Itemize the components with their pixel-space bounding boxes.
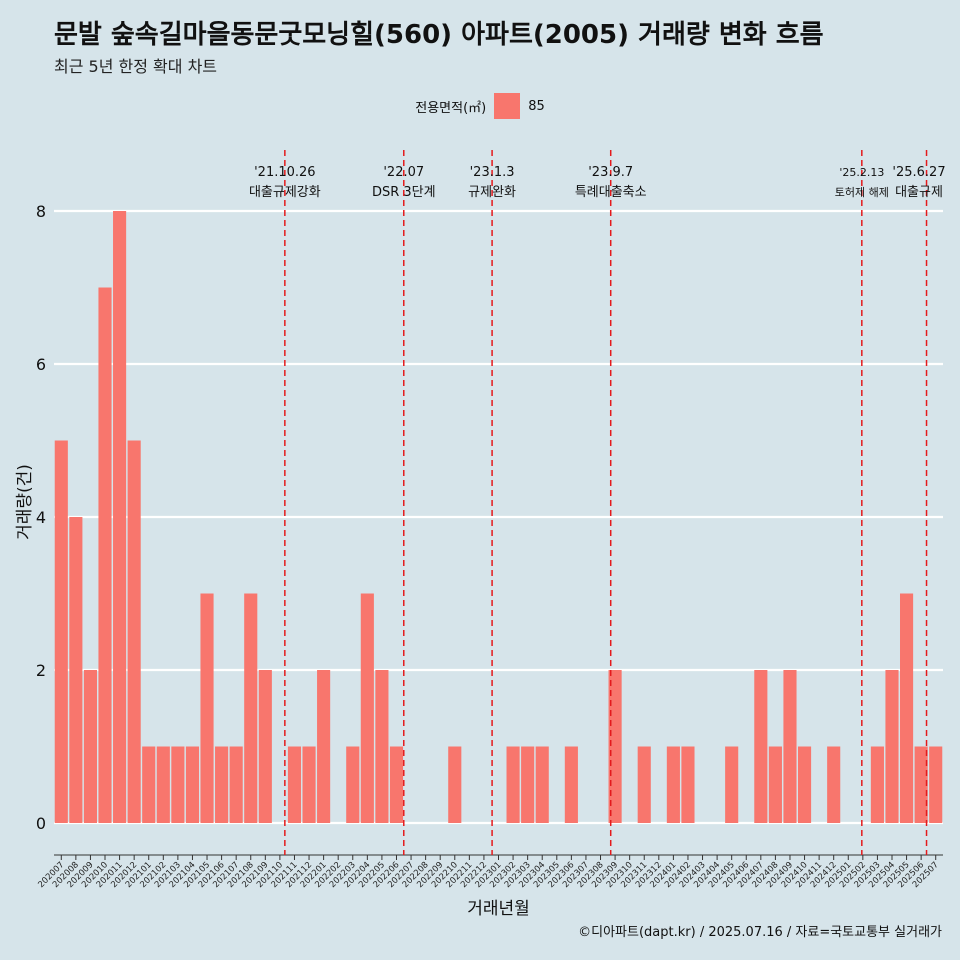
event-name-label: 대출규제 (895, 185, 943, 200)
y-tick-label: 8 (36, 202, 46, 221)
event-name-label: 규제완화 (468, 185, 516, 200)
y-axis-title: 거래량(건) (15, 464, 35, 540)
chart-title: 문발 숲속길마을동문굿모닝힐(560) 아파트(2005) 거래량 변화 흐름 (54, 20, 824, 50)
bar-202302 (506, 746, 520, 823)
bar-202303 (521, 746, 535, 823)
bar-202008 (69, 517, 83, 823)
bar-202402 (681, 746, 695, 823)
y-tick-label: 4 (36, 508, 46, 527)
bar-202304 (535, 746, 549, 823)
y-tick-label: 2 (36, 661, 46, 680)
chart-subtitle: 최근 5년 한정 확대 차트 (54, 57, 218, 76)
bar-202410 (797, 746, 812, 823)
event-name-label: 특례대출축소 (575, 185, 647, 200)
bar-202507 (929, 746, 943, 823)
bar-202011 (113, 211, 127, 823)
event-date-label: '25.2.13 (839, 166, 884, 179)
y-tick-label: 6 (36, 355, 46, 374)
bar-202311 (637, 746, 651, 823)
event-date-label: '23.9.7 (588, 165, 633, 180)
legend-key-85 (494, 93, 521, 119)
bar-202106 (215, 746, 229, 823)
bar-202306 (564, 746, 578, 823)
bar-202108 (244, 593, 258, 823)
event-date-label: '21.10.26 (254, 165, 315, 180)
event-name-label: 토허제 해제 (835, 185, 889, 199)
bar-202412 (827, 746, 841, 823)
event-date-label: '23.1.3 (470, 165, 515, 180)
bar-202506 (914, 746, 928, 823)
bar-202109 (258, 670, 272, 823)
bar-202107 (229, 746, 243, 823)
bar-202408 (768, 746, 782, 823)
legend-entry-85: 85 (528, 98, 545, 114)
bar-202409 (783, 670, 797, 823)
legend-title: 전용면적(㎡) (415, 100, 487, 116)
bar-202111 (287, 746, 302, 823)
bar-202407 (754, 670, 768, 823)
legend: 전용면적(㎡) 85 (0, 93, 960, 119)
x-axis-title: 거래년월 (467, 899, 530, 919)
bar-202112 (302, 746, 316, 823)
bar-202201 (317, 670, 331, 823)
bar-202206 (389, 746, 404, 823)
bar-202204 (360, 593, 374, 823)
bar-202105 (200, 593, 214, 823)
bar-202012 (127, 440, 141, 823)
bar-202102 (156, 746, 170, 823)
bar-202203 (346, 746, 360, 823)
bar-202010 (98, 287, 112, 823)
y-tick-label: 0 (36, 814, 46, 833)
event-date-label: '22.07 (383, 165, 424, 180)
bar-202101 (142, 746, 156, 823)
event-name-label: DSR 3단계 (372, 185, 436, 200)
bar-202104 (185, 746, 200, 823)
bar-202309 (608, 670, 622, 823)
bar-202505 (900, 593, 914, 823)
bar-202210 (448, 746, 462, 823)
bar-202205 (375, 670, 389, 823)
bar-202103 (171, 746, 185, 823)
event-date-label: '25.6.27 (892, 165, 945, 180)
bar-202401 (666, 746, 680, 823)
bar-202009 (83, 670, 97, 823)
bar-202007 (54, 440, 68, 823)
bar-202503 (870, 746, 884, 823)
event-name-label: 대출규제강화 (249, 185, 321, 200)
bar-202504 (885, 670, 899, 823)
source-caption: ©디아파트(dapt.kr) / 2025.07.16 / 자료=국토교통부 실… (578, 925, 942, 940)
bar-202405 (725, 746, 739, 823)
